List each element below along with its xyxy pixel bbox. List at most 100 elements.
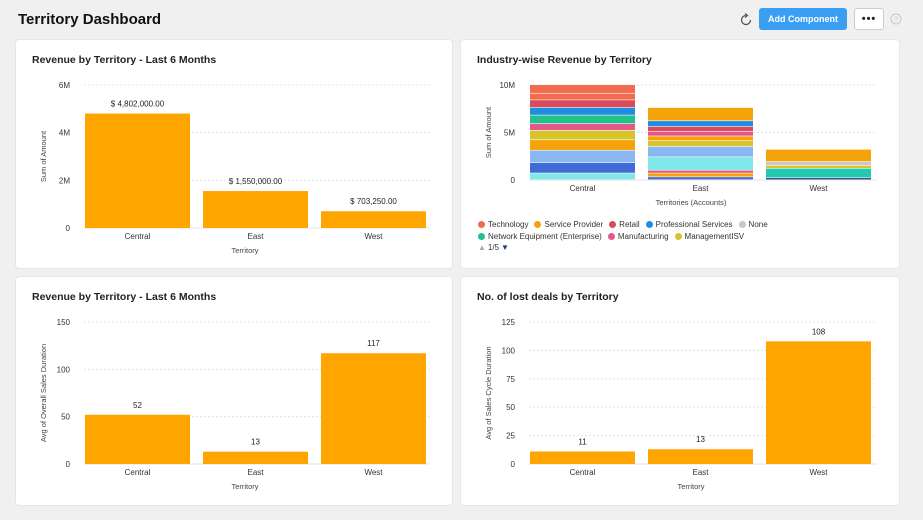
top-bar: Territory Dashboard Add Component ••• ? [0,0,923,40]
data-label: $ 1,550,000.00 [229,177,283,186]
bar-segment [648,131,753,136]
legend-item[interactable]: ManagementISV [674,232,745,241]
bar-segment [530,107,635,115]
bar-segment [648,107,753,121]
x-axis-label: Territory [231,246,258,255]
legend-prev-icon[interactable]: ▲ [478,243,486,252]
bar-segment [648,141,753,147]
card-title: Revenue by Territory - Last 6 Months [32,54,217,66]
legend-label: ManagementISV [684,232,745,241]
card-avg-sales-duration: Revenue by Territory - Last 6 Months 0 50… [16,277,452,505]
legend-item[interactable]: Manufacturing [607,232,669,241]
bar-segment [530,123,635,130]
y-tick-label: 10M [499,81,515,90]
legend-swatch-icon [607,233,615,240]
refresh-icon[interactable] [737,11,755,29]
bar-segment [766,168,871,178]
bar-segment [530,173,635,180]
legend-label: Network Equipment (Enterprise) [488,232,602,241]
data-label: $ 4,802,000.00 [111,100,165,109]
card-title: Industry-wise Revenue by Territory [477,54,652,66]
card-revenue-last-6-months: Revenue by Territory - Last 6 Months 0 2M… [16,40,452,268]
bar-segment [766,178,871,180]
bar-segment [648,136,753,141]
y-tick-label: 50 [61,413,70,422]
legend-label: None [748,220,768,229]
bar-segment [530,150,635,163]
legend-label: Service Provider [544,220,604,229]
bar-segment [648,121,753,127]
legend-swatch-icon [478,233,485,240]
y-tick-label: 75 [506,375,515,384]
avg-duration-bar-chart: 0 50 100 150 Avg of Overall Sales Duration 52… [39,318,430,491]
bar-segment [766,161,871,166]
legend-page-indicator: 1/5 [487,243,500,252]
legend-item[interactable]: Technology [478,220,528,229]
legend-pager: ▲ 1/5 ▼ [478,243,509,252]
bar [203,451,308,464]
y-tick-label: 100 [502,346,516,355]
legend-swatch-icon [738,221,746,228]
x-tick-label: Central [570,468,596,477]
bar-segment [530,93,635,100]
bar [321,211,426,228]
legend-swatch-icon [674,233,682,240]
y-tick-label: 2M [59,176,70,185]
bar-segment [648,170,753,173]
data-label: 13 [696,435,705,444]
bar-segment [648,177,753,180]
x-tick-label: East [692,184,709,193]
chart-legend: Technology Service Provider Retail Professi… [478,220,858,244]
legend-swatch-icon [645,221,653,228]
help-icon[interactable]: ? [890,13,902,25]
bar-segment [530,85,635,93]
y-axis-label: Avg of Overall Sales Duration [39,344,48,442]
data-label: $ 703,250.00 [350,197,397,206]
bar [530,451,635,464]
y-tick-label: 50 [506,403,515,412]
legend-label: Professional Services [655,220,733,229]
y-tick-label: 0 [511,176,516,185]
revenue-bar-chart: 0 2M 4M 6M Sum of Amount $ 4,802,000.00 Centra… [39,81,430,255]
data-label: 13 [251,438,260,447]
legend-item[interactable]: Retail [609,220,640,229]
y-tick-label: 0 [511,460,516,469]
bar-segment [766,165,871,168]
legend-swatch-icon [534,221,542,228]
y-axis-label: Sum of Amount [39,130,48,182]
x-tick-label: Central [125,468,151,477]
data-label: 108 [812,327,826,336]
x-tick-label: West [809,184,828,193]
x-axis-label: Territories (Accounts) [656,198,727,207]
card-title: No. of lost deals by Territory [477,291,619,303]
y-axis-label: Avg of Sales Cycle Duration [484,346,493,439]
legend-item[interactable]: Professional Services [645,220,733,229]
x-axis-label: Territory [677,482,704,491]
y-tick-label: 125 [502,318,516,327]
card-industry-revenue: Industry-wise Revenue by Territory 0 5M 10… [461,40,899,268]
legend-next-icon[interactable]: ▼ [501,243,509,252]
bar-segment [648,146,753,157]
data-label: 117 [367,339,380,348]
legend-item[interactable]: None [738,220,768,229]
legend-label: Retail [619,220,640,229]
legend-swatch-icon [478,221,485,228]
x-tick-label: East [247,468,264,477]
add-component-button[interactable]: Add Component [759,8,847,30]
bar-segment [648,157,753,170]
bar [766,341,871,464]
legend-label: Technology [488,220,529,229]
legend-item[interactable]: Service Provider [534,220,603,229]
legend-item[interactable]: Network Equipment (Enterprise) [478,232,602,241]
bar-segment [530,162,635,173]
bar-segment [766,149,871,162]
legend-label: Manufacturing [617,232,669,241]
bar [85,414,190,464]
y-tick-label: 150 [57,318,71,327]
bar [85,113,190,228]
x-tick-label: West [809,468,828,477]
legend-swatch-icon [609,221,617,228]
svg-text:?: ? [894,17,898,24]
bar-segment [530,100,635,108]
more-options-button[interactable]: ••• [854,8,884,30]
